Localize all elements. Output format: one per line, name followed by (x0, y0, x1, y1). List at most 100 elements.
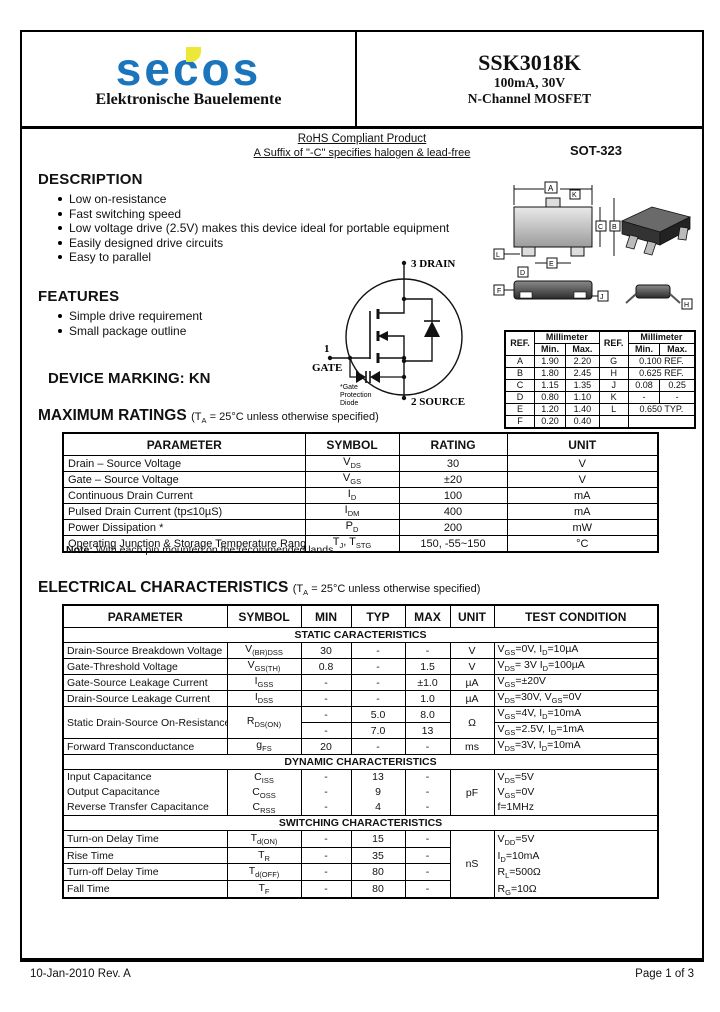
gate-diode-note1: *Gate (340, 384, 358, 391)
table-row: Static Drain-Source On-Resistance RDS(ON… (62, 706, 659, 739)
parameter-cell: Power Dissipation * (62, 519, 306, 536)
pin-drain-label: 3 DRAIN (411, 258, 455, 270)
list-item: Small package outline (58, 324, 338, 339)
max-cell: - (404, 846, 451, 865)
dim-min: 0.20 (534, 415, 566, 429)
features-bullets: Simple drive requirement Small package o… (38, 309, 338, 338)
typ-cell: 80 (350, 863, 406, 882)
symbol-line: CISS (254, 771, 274, 786)
unit-cell: V (506, 455, 659, 472)
title-block: SSK3018K 100mA, 30V N-Channel MOSFET (357, 32, 702, 126)
symbol-cell: IGSS (226, 674, 302, 691)
min-cell: - (300, 846, 352, 865)
parameter-cell: Forward Transconductance (62, 738, 228, 755)
condition-cell: VDD=5V ID=10mA RL=500Ω RG=10Ω (493, 830, 659, 899)
dim-min: 1.80 (534, 367, 566, 380)
dim-val: 0.650 TYP. (627, 403, 696, 416)
table-row: D 0.80 1.10 K - - (504, 391, 696, 404)
dim-label: D (520, 270, 525, 277)
electrical-table: PARAMETER SYMBOL MIN TYP MAX UNIT TEST C… (62, 604, 659, 899)
dim-min: - (627, 391, 661, 404)
dims-col-max: Max. (564, 343, 600, 356)
bullet-icon (58, 255, 62, 260)
parameter-cell: Turn-off Delay Time (62, 863, 228, 882)
table-row: A 1.90 2.20 G 0.100 REF. (504, 355, 696, 368)
header: secos Elektronische Bauelemente SSK3018K… (20, 30, 704, 128)
table-row: Gate-Threshold Voltage VGS(TH) 0.8 - 1.5… (62, 658, 659, 675)
column-header: UNIT (506, 432, 659, 456)
main-frame: RoHS Compliant Product A Suffix of "-C" … (20, 127, 704, 962)
max-cell: - (404, 863, 451, 882)
symbol-cell: Td(OFF) (226, 863, 302, 882)
unit-cell: pF (449, 769, 495, 816)
unit-cell: mW (506, 519, 659, 536)
dim-ref: D (504, 391, 535, 404)
device-marking: DEVICE MARKING: KN (48, 370, 211, 387)
dim-ref: H (598, 367, 629, 380)
symbol-cell: VGS (304, 471, 400, 488)
typ-cell: - (350, 642, 406, 659)
max-cell: 1.0 (404, 690, 451, 707)
max-cell: 1.5 (404, 658, 451, 675)
gate-diode-note3: Diode (340, 400, 358, 407)
table-row: Input Capacitance Output Capacitance Rev… (62, 769, 659, 816)
unit-cell: ms (449, 738, 495, 755)
dim-min: 1.20 (534, 403, 566, 416)
parameter-cell: Turn-on Delay Time (62, 830, 228, 848)
condition-cell: VGS=4V, ID=10mA (493, 706, 659, 723)
dim-max: 0.40 (564, 415, 600, 429)
max-ratings-table: PARAMETER SYMBOL RATING UNIT Drain – Sou… (62, 432, 659, 553)
symbol-cell: PD (304, 519, 400, 536)
condition-cell: VDS=5V VGS=0V f=1MHz (493, 769, 659, 816)
dim-ref: C (504, 379, 535, 392)
bullet-icon (58, 211, 62, 216)
dim-min: 0.08 (627, 379, 661, 392)
symbol-cell: CISS COSS CRSS (226, 769, 302, 816)
description-section: DESCRIPTION Low on-resistance Fast switc… (38, 171, 478, 265)
parameter-cell: Operating Junction & Storage Temperature… (62, 535, 306, 553)
unit-cell: µA (449, 690, 495, 707)
table-row: Pulsed Drain Current (tp≤10µS) IDM 400 m… (62, 503, 659, 520)
list-item: Fast switching speed (58, 207, 478, 222)
dim-val: 0.625 REF. (627, 367, 696, 380)
max-cell: - (404, 880, 451, 899)
dim-min: 0.80 (534, 391, 566, 404)
electrical-title-note: (TA = 25°C unless otherwise specified) (292, 583, 481, 598)
symbol-cell: V(BR)DSS (226, 642, 302, 659)
list-item: Simple drive requirement (58, 309, 338, 324)
typ-cell: - (350, 738, 406, 755)
page-number: Page 1 of 3 (635, 968, 694, 980)
dim-max: 1.40 (564, 403, 600, 416)
symbol-cell: Td(ON) (226, 830, 302, 848)
typ-cell: 13 9 4 (350, 769, 406, 816)
typ-cell: 35 (350, 846, 406, 865)
parameter-line: Output Capacitance (67, 786, 160, 798)
unit-cell: mA (506, 503, 659, 520)
column-header: RATING (398, 432, 508, 456)
features-title: FEATURES (38, 288, 120, 305)
typ-cell: 80 (350, 880, 406, 899)
dim-max: 2.45 (564, 367, 600, 380)
typ-cell: 7.0 (350, 722, 406, 739)
table-row: Drain-Source Breakdown Voltage V(BR)DSS … (62, 642, 659, 659)
section-band-dynamic: DYNAMIC CHARACTERISTICS (62, 754, 659, 770)
dims-col-min: Min. (534, 343, 566, 356)
rohs-line2: A Suffix of "-C" specifies halogen & lea… (253, 147, 471, 159)
max-ratings-title: MAXIMUM RATINGS (38, 407, 187, 424)
min-cell: 20 (300, 738, 352, 755)
symbol-cell: RDS(ON) (226, 706, 302, 739)
table-row: Drain-Source Leakage Current IDSS - - 1.… (62, 690, 659, 707)
condition-cell: VDS= 3V ID=100µA (493, 658, 659, 675)
dim-label: C (598, 224, 603, 231)
dim-val: 0.100 REF. (627, 355, 696, 368)
parameter-line: Reverse Transfer Capacitance (67, 801, 209, 813)
max-cell: 8.0 (404, 706, 451, 723)
list-item: Easily designed drive circuits (58, 236, 478, 251)
symbol-cell: VDS (304, 455, 400, 472)
column-header: SYMBOL (304, 432, 400, 456)
logo-block: secos Elektronische Bauelemente (22, 32, 357, 126)
min-cell: - (300, 722, 352, 739)
typ-cell: - (350, 674, 406, 691)
dims-col-max: Max. (659, 343, 696, 356)
